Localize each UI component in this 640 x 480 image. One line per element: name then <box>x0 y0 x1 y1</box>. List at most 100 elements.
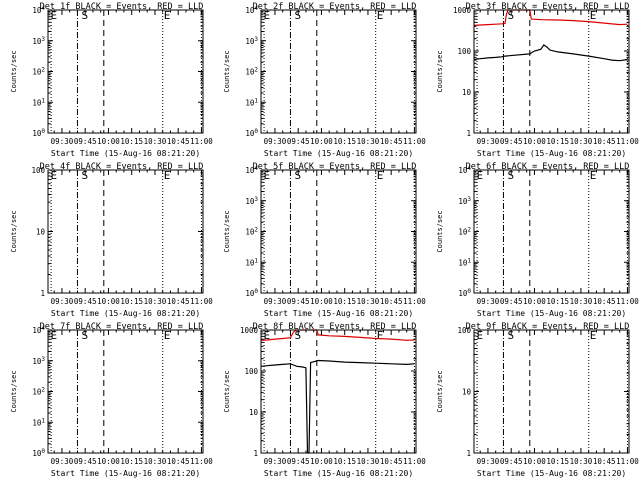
x-tick-label: 11:00 <box>190 137 213 146</box>
event-marker-e: E <box>590 9 597 22</box>
y-tick-label: 102 <box>245 67 258 77</box>
chart-svg: Det 6f BLACK = Events, RED = LLD Counts/s… <box>436 162 639 318</box>
chart-title: Det 5f BLACK = Events, RED = LLD <box>253 162 417 172</box>
y-tick-label: 100 <box>244 367 258 376</box>
y-axis-label: Counts/sec <box>10 50 18 92</box>
chart-svg: Det 1f BLACK = Events, RED = LLD Counts/s… <box>10 2 213 158</box>
event-marker-e: E <box>51 329 58 342</box>
chart-svg: Det 2f BLACK = Events, RED = LLD Counts/s… <box>223 2 426 158</box>
x-tick-label: 10:45 <box>167 297 190 306</box>
x-tick-label: 10:00 <box>97 137 120 146</box>
x-tick-label: 09:45 <box>74 137 97 146</box>
detector-panel-4: Det 4f BLACK = Events, RED = LLD Counts/s… <box>2 160 215 320</box>
x-tick-label: 09:30 <box>477 457 500 466</box>
x-tick-label: 10:30 <box>144 137 167 146</box>
y-tick-label: 10 <box>462 88 472 97</box>
plot-frame <box>473 169 630 294</box>
x-tick-label: 10:45 <box>167 137 190 146</box>
plot-frame <box>473 9 630 134</box>
x-tick-label: 09:45 <box>74 457 97 466</box>
x-axis-label: Start Time (15-Aug-16 08:21:20) <box>477 149 626 158</box>
x-tick-label: 10:00 <box>97 457 120 466</box>
y-axis-label: Counts/sec <box>223 50 231 92</box>
event-marker-e: E <box>164 329 171 342</box>
y-tick-label: 1000 <box>240 326 259 335</box>
event-marker-s: S <box>295 329 302 342</box>
chart-svg: Det 7f BLACK = Events, RED = LLD Counts/s… <box>10 322 213 478</box>
detector-panel-9: Det 9f BLACK = Events, RED = LLD Counts/s… <box>428 320 640 480</box>
y-axis-label: Counts/sec <box>436 50 444 92</box>
x-tick-label: 09:30 <box>477 297 500 306</box>
x-tick-label: 10:15 <box>333 137 356 146</box>
x-axis-label: Start Time (15-Aug-16 08:21:20) <box>264 149 413 158</box>
x-tick-label: 11:00 <box>616 297 639 306</box>
y-tick-label: 1 <box>253 449 258 458</box>
x-tick-label: 11:00 <box>616 457 639 466</box>
y-tick-label: 104 <box>458 165 471 175</box>
plot-frame <box>260 329 417 454</box>
plot-frame <box>47 329 204 454</box>
y-tick-label: 1 <box>466 129 471 138</box>
chart-title: Det 4f BLACK = Events, RED = LLD <box>40 162 204 172</box>
detector-panel-6: Det 6f BLACK = Events, RED = LLD Counts/s… <box>428 160 640 320</box>
x-tick-label: 10:45 <box>380 457 403 466</box>
x-tick-label: 09:45 <box>500 137 523 146</box>
chart-svg: Det 3f BLACK = Events, RED = LLD Counts/s… <box>436 2 639 158</box>
chart-svg: Det 5f BLACK = Events, RED = LLD Counts/s… <box>223 162 426 318</box>
y-tick-label: 101 <box>458 257 471 267</box>
x-axis-label: Start Time (15-Aug-16 08:21:20) <box>264 309 413 318</box>
event-marker-s: S <box>508 169 515 182</box>
x-tick-label: 11:00 <box>403 137 426 146</box>
y-tick-label: 100 <box>245 128 258 138</box>
x-tick-label: 09:45 <box>287 457 310 466</box>
x-axis-label: Start Time (15-Aug-16 08:21:20) <box>51 149 200 158</box>
y-tick-label: 100 <box>457 326 471 335</box>
y-tick-label: 103 <box>32 36 45 46</box>
x-tick-label: 10:00 <box>97 297 120 306</box>
y-tick-label: 100 <box>457 47 471 56</box>
event-marker-s: S <box>295 169 302 182</box>
y-tick-label: 100 <box>458 288 471 298</box>
events-series-line <box>473 44 628 62</box>
event-marker-e: E <box>51 169 58 182</box>
x-tick-label: 10:00 <box>523 457 546 466</box>
detector-panel-3: Det 3f BLACK = Events, RED = LLD Counts/s… <box>428 0 640 160</box>
y-tick-label: 104 <box>32 325 45 335</box>
x-tick-label: 10:45 <box>593 457 616 466</box>
x-axis-label: Start Time (15-Aug-16 08:21:20) <box>477 309 626 318</box>
x-tick-label: 10:45 <box>380 137 403 146</box>
event-marker-s: S <box>508 329 515 342</box>
x-axis-label: Start Time (15-Aug-16 08:21:20) <box>51 309 200 318</box>
y-tick-label: 10 <box>36 228 46 237</box>
y-tick-label: 10 <box>462 388 472 397</box>
plot-frame <box>260 169 417 294</box>
event-marker-e: E <box>51 9 58 22</box>
y-tick-label: 104 <box>245 5 258 15</box>
event-marker-e: E <box>377 329 384 342</box>
event-marker-e: E <box>164 9 171 22</box>
y-tick-label: 100 <box>32 448 45 458</box>
y-tick-label: 100 <box>31 166 45 175</box>
y-tick-label: 102 <box>245 227 258 237</box>
y-tick-label: 104 <box>32 5 45 15</box>
x-tick-label: 10:30 <box>570 297 593 306</box>
x-tick-label: 09:30 <box>51 297 74 306</box>
y-tick-label: 101 <box>245 97 258 107</box>
y-tick-label: 103 <box>458 196 471 206</box>
event-marker-e: E <box>590 169 597 182</box>
x-tick-label: 10:30 <box>357 457 380 466</box>
x-tick-label: 11:00 <box>190 297 213 306</box>
y-axis-label: Counts/sec <box>10 210 18 252</box>
x-tick-label: 10:15 <box>546 457 569 466</box>
chart-svg: Det 8f BLACK = Events, RED = LLD Counts/s… <box>223 322 426 478</box>
event-marker-e: E <box>477 169 484 182</box>
y-axis-label: Counts/sec <box>10 370 18 412</box>
event-marker-s: S <box>82 9 89 22</box>
x-tick-label: 10:30 <box>144 297 167 306</box>
event-marker-e: E <box>477 329 484 342</box>
x-tick-label: 10:00 <box>310 137 333 146</box>
x-tick-label: 09:45 <box>74 297 97 306</box>
x-tick-label: 10:00 <box>523 137 546 146</box>
x-tick-label: 10:15 <box>333 457 356 466</box>
